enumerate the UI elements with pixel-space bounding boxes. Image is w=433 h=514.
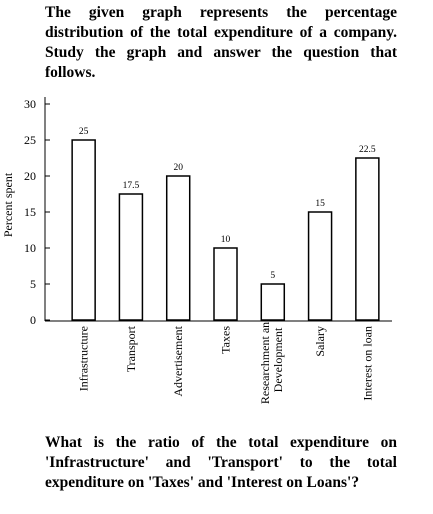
- y-tick-label: 20: [24, 169, 36, 183]
- question-intro: The given graph represents the percentag…: [45, 4, 397, 81]
- y-tick-label: 15: [24, 205, 36, 219]
- x-tick-label: Researchment andDevelopment: [258, 316, 285, 404]
- y-tick-label: 25: [24, 133, 36, 147]
- value-label: 25: [79, 127, 89, 137]
- bar: [71, 139, 96, 321]
- x-tick-label: Interest on loan: [360, 326, 374, 401]
- question: What is the ratio of the total expenditu…: [45, 434, 397, 491]
- value-label: 15: [315, 199, 325, 209]
- bar: [165, 175, 191, 321]
- value-label: 5: [270, 271, 275, 281]
- value-label: 22.5: [359, 145, 376, 155]
- bar: [260, 283, 286, 321]
- y-tick-label: 5: [30, 277, 36, 291]
- bar: [118, 193, 144, 321]
- x-tick-label: Salary: [313, 326, 327, 357]
- chart: Percent spent 0 5 10 15 20 25 30 Infrastructure…: [1, 97, 392, 404]
- x-tick-label: Transport: [124, 325, 138, 372]
- x-tick-label: Taxes: [219, 326, 233, 354]
- value-label: 20: [173, 163, 183, 173]
- y-tick-label: 30: [24, 97, 36, 111]
- value-label: 17.5: [123, 181, 140, 191]
- value-label: 10: [221, 235, 231, 245]
- x-tick-label: Infrastructure: [77, 326, 91, 391]
- bar: [355, 157, 380, 321]
- x-tick-label: Advertisement: [171, 325, 185, 396]
- y-tick-label: 10: [24, 241, 36, 255]
- y-tick-label: 0: [30, 313, 36, 327]
- y-axis-label: Percent spent: [1, 172, 15, 237]
- bar: [307, 211, 333, 321]
- bar: [213, 247, 238, 321]
